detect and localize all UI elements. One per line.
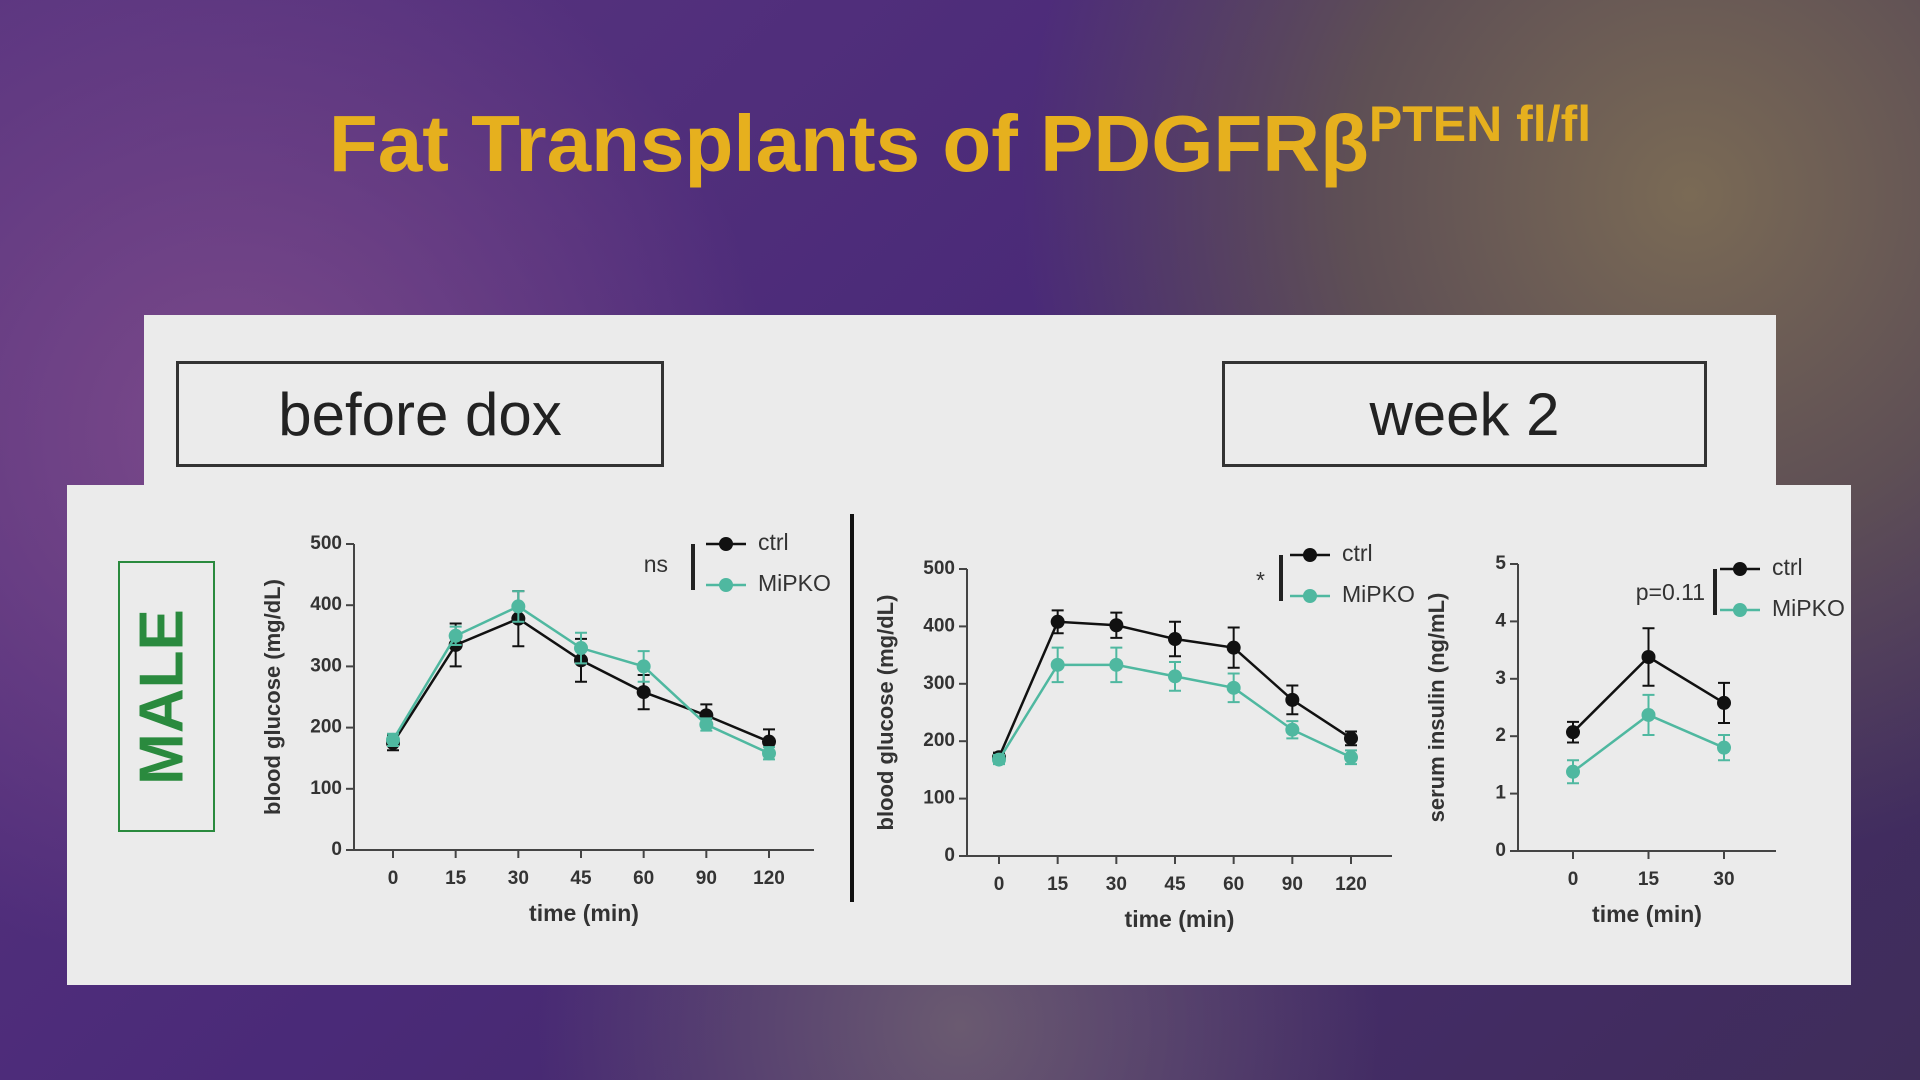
legend-label: MiPKO <box>1342 581 1415 607</box>
significance-label: p=0.11 <box>1636 579 1705 605</box>
x-tick-label: 60 <box>633 868 654 889</box>
legend-label: ctrl <box>1772 554 1803 580</box>
data-point <box>1226 640 1241 655</box>
y-tick-label: 500 <box>310 533 342 554</box>
y-tick-label: 1 <box>1495 783 1506 804</box>
x-tick-label: 0 <box>388 868 399 889</box>
data-point <box>1566 725 1580 740</box>
data-point <box>1109 618 1124 633</box>
x-tick-label: 30 <box>508 868 529 889</box>
y-axis-label: serum insulin (ng/mL) <box>1424 593 1449 823</box>
y-tick-label: 0 <box>944 845 955 866</box>
data-point <box>636 685 651 700</box>
legend-label: MiPKO <box>758 570 831 596</box>
x-tick-label: 0 <box>1568 869 1579 890</box>
y-tick-label: 0 <box>1495 840 1506 861</box>
x-tick-label: 90 <box>696 868 717 889</box>
data-point <box>511 599 526 614</box>
data-point <box>574 641 588 656</box>
x-tick-label: 30 <box>1106 874 1127 895</box>
x-axis-label: time (min) <box>1592 901 1702 927</box>
x-axis-label: time (min) <box>529 900 639 926</box>
data-point <box>1717 695 1731 710</box>
title-text: Fat Transplants of PDGFRβ <box>328 99 1369 188</box>
y-tick-label: 100 <box>923 788 955 809</box>
sex-box <box>118 561 215 832</box>
data-point <box>386 732 400 747</box>
sex-label: MALE <box>127 609 196 785</box>
y-tick-label: 400 <box>923 615 955 636</box>
x-tick-label: 30 <box>1713 869 1734 890</box>
y-tick-label: 3 <box>1495 668 1506 689</box>
x-tick-label: 120 <box>753 868 785 889</box>
y-tick-label: 2 <box>1495 725 1506 746</box>
y-tick-label: 200 <box>923 730 955 751</box>
data-point <box>1168 669 1182 684</box>
legend-label: ctrl <box>758 529 789 555</box>
y-tick-label: 200 <box>310 717 342 738</box>
x-tick-label: 15 <box>1047 874 1069 895</box>
x-tick-label: 60 <box>1223 874 1244 895</box>
legend-marker <box>1303 589 1317 603</box>
data-point <box>992 752 1006 767</box>
data-point <box>1050 657 1065 672</box>
data-point <box>1168 632 1182 647</box>
y-tick-label: 5 <box>1495 553 1506 574</box>
data-point <box>1641 649 1656 664</box>
data-point <box>1285 722 1300 737</box>
y-tick-label: 300 <box>923 673 955 694</box>
data-point <box>1285 692 1300 707</box>
data-point <box>1717 740 1731 755</box>
y-tick-label: 0 <box>331 839 342 860</box>
data-point <box>1344 731 1358 746</box>
legend-marker <box>1733 562 1747 576</box>
x-tick-label: 90 <box>1282 874 1303 895</box>
legend-label: ctrl <box>1342 540 1373 566</box>
y-tick-label: 4 <box>1495 610 1506 631</box>
data-point <box>1050 614 1065 629</box>
y-axis-label: blood glucose (mg/dL) <box>873 595 898 831</box>
data-point <box>636 659 651 674</box>
data-point <box>1641 707 1656 722</box>
legend-marker <box>1733 603 1747 617</box>
data-point <box>1566 764 1580 779</box>
data-point <box>762 734 776 749</box>
legend-label: MiPKO <box>1772 595 1845 621</box>
data-point <box>1109 657 1124 672</box>
legend-marker <box>719 578 733 592</box>
panel-label: week 2 <box>1222 361 1707 467</box>
legend-marker <box>719 537 733 551</box>
upper-panel <box>144 315 1776 487</box>
legend-marker <box>1303 548 1317 562</box>
x-tick-label: 45 <box>570 868 592 889</box>
y-tick-label: 100 <box>310 778 342 799</box>
data-point <box>699 717 714 732</box>
x-axis-label: time (min) <box>1125 906 1235 932</box>
x-tick-label: 15 <box>445 868 467 889</box>
y-tick-label: 500 <box>923 558 955 579</box>
y-axis-label: blood glucose (mg/dL) <box>260 579 285 815</box>
data-point <box>448 628 463 643</box>
x-tick-label: 0 <box>994 874 1005 895</box>
x-tick-label: 15 <box>1638 869 1660 890</box>
data-point <box>1344 750 1358 765</box>
data-point <box>762 746 776 761</box>
x-tick-label: 120 <box>1335 874 1367 895</box>
data-point <box>1226 680 1241 695</box>
significance-label: * <box>1256 567 1265 593</box>
y-tick-label: 400 <box>310 594 342 615</box>
slide-title: Fat Transplants of PDGFRβPTEN fl/fl <box>0 95 1920 190</box>
title-superscript: PTEN fl/fl <box>1368 96 1592 152</box>
y-tick-label: 300 <box>310 655 342 676</box>
x-tick-label: 45 <box>1164 874 1186 895</box>
panel-label: before dox <box>176 361 664 467</box>
significance-label: ns <box>644 551 668 577</box>
